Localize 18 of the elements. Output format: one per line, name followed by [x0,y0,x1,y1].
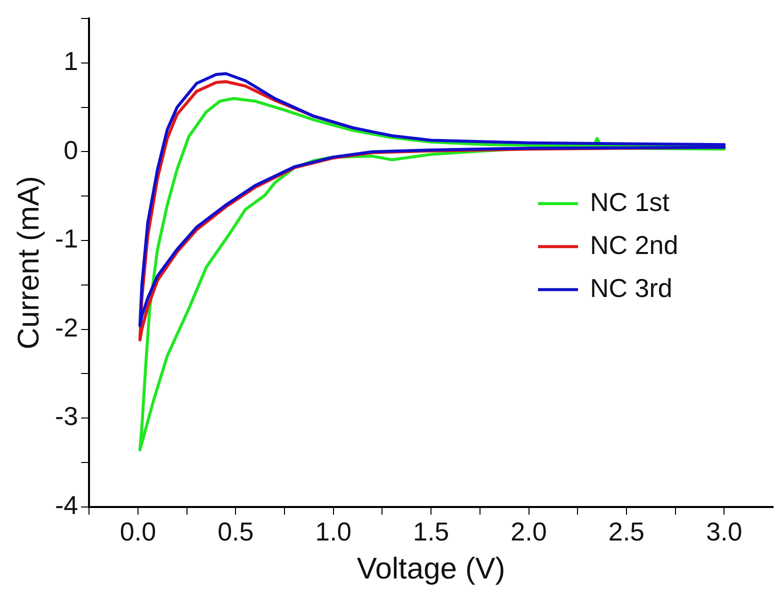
x-tick-label: 3.0 [706,516,742,547]
x-tick-label: 2.5 [608,516,645,547]
y-tick-label: -2 [54,312,78,342]
x-tick-label: 1.0 [315,516,352,547]
legend-label: NC 2nd [590,230,678,260]
y-tick-label: -3 [54,401,78,432]
x-tick-label: 2.0 [510,516,547,547]
legend-label: NC 1st [590,186,670,217]
y-tick-label: -1 [54,224,78,254]
x-tick-label: 1.5 [412,516,450,547]
legend-label: NC 3rd [590,272,672,303]
x-tick-label: 0.0 [120,516,156,547]
x-axis-title: Voltage (V) [356,552,506,586]
y-tick-label: 0 [64,134,78,165]
x-tick-label: 0.5 [218,516,254,547]
y-tick-label: -4 [54,490,78,520]
y-tick-label: 1 [64,46,78,76]
y-axis-title: Current (mA) [12,176,46,350]
